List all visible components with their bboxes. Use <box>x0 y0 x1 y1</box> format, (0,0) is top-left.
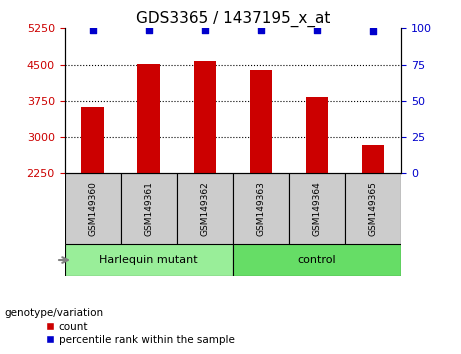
Legend: count, percentile rank within the sample: count, percentile rank within the sample <box>42 317 239 349</box>
Point <box>145 27 152 33</box>
FancyBboxPatch shape <box>233 244 401 276</box>
Bar <box>362 145 384 282</box>
Bar <box>194 61 216 282</box>
Bar <box>306 97 328 282</box>
Title: GDS3365 / 1437195_x_at: GDS3365 / 1437195_x_at <box>136 11 330 27</box>
Bar <box>250 70 272 282</box>
Point <box>313 27 321 33</box>
Text: GSM149364: GSM149364 <box>313 181 321 236</box>
FancyBboxPatch shape <box>65 173 121 244</box>
FancyBboxPatch shape <box>233 173 289 244</box>
Text: Harlequin mutant: Harlequin mutant <box>100 255 198 265</box>
Point <box>369 28 377 34</box>
Text: genotype/variation: genotype/variation <box>5 308 104 318</box>
Text: GSM149361: GSM149361 <box>144 181 153 236</box>
Bar <box>82 107 104 282</box>
FancyBboxPatch shape <box>177 173 233 244</box>
Text: GSM149363: GSM149363 <box>256 181 266 236</box>
Point <box>201 27 208 33</box>
FancyBboxPatch shape <box>121 173 177 244</box>
Text: GSM149362: GSM149362 <box>200 181 209 236</box>
Text: GSM149360: GSM149360 <box>88 181 97 236</box>
FancyBboxPatch shape <box>289 173 345 244</box>
Text: GSM149365: GSM149365 <box>368 181 378 236</box>
FancyBboxPatch shape <box>345 173 401 244</box>
Point <box>89 27 96 33</box>
Point <box>257 27 265 33</box>
Text: control: control <box>298 255 336 265</box>
FancyBboxPatch shape <box>65 244 233 276</box>
Bar <box>137 64 160 282</box>
